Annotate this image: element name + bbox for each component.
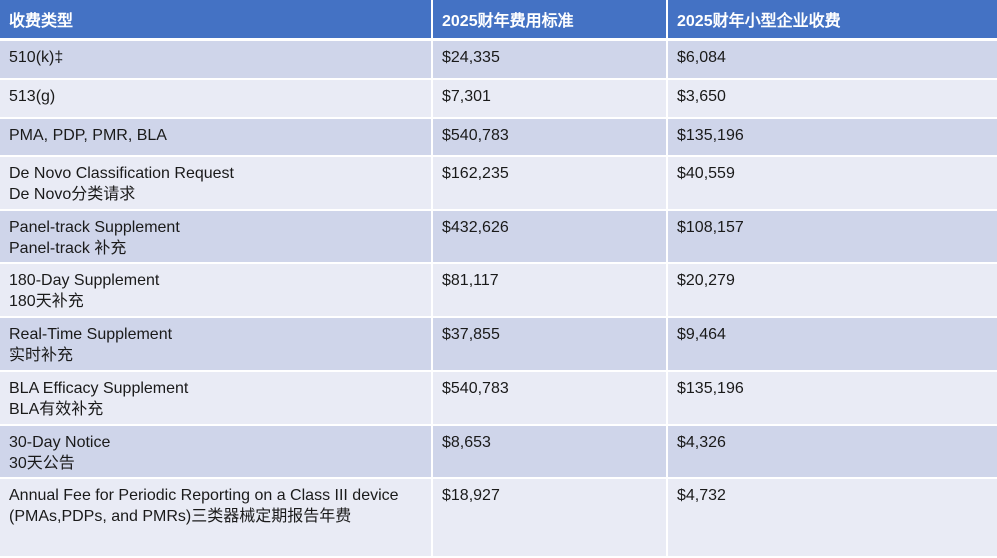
standard-fee-cell: $81,117 xyxy=(433,264,668,318)
small-business-fee-cell: $20,279 xyxy=(668,264,997,318)
header-standard-fee: 2025财年费用标准 xyxy=(433,0,668,41)
table-row: BLA Efficacy Supplement BLA有效补充 $540,783… xyxy=(0,372,997,426)
small-business-fee-cell: $6,084 xyxy=(668,41,997,80)
small-business-fee-cell: $40,559 xyxy=(668,157,997,211)
fee-type-en: Annual Fee for Periodic Reporting on a C… xyxy=(9,487,399,525)
fee-type-cn: 30天公告 xyxy=(9,455,75,472)
standard-fee-cell: $162,235 xyxy=(433,157,668,211)
fee-type-en: PMA, PDP, PMR, BLA xyxy=(9,127,167,144)
table-row: 510(k)‡ $24,335 $6,084 xyxy=(0,41,997,80)
fee-type-en: 180-Day Supplement xyxy=(9,272,160,289)
fee-type-cn: Panel-track 补充 xyxy=(9,240,127,257)
fee-type-cn: BLA有效补充 xyxy=(9,401,104,418)
fee-type-en: Real-Time Supplement xyxy=(9,326,173,343)
table-row: Annual Fee for Periodic Reporting on a C… xyxy=(0,479,997,558)
fee-type-cn: 180天补充 xyxy=(9,293,84,310)
table-row: Real-Time Supplement 实时补充 $37,855 $9,464 xyxy=(0,318,997,372)
fee-type-cell: Panel-track Supplement Panel-track 补充 xyxy=(0,211,433,264)
standard-fee-cell: $37,855 xyxy=(433,318,668,372)
table-row: De Novo Classification Request De Novo分类… xyxy=(0,157,997,211)
fee-type-cn: 实时补充 xyxy=(9,347,74,364)
fee-type-cell: 510(k)‡ xyxy=(0,41,433,80)
fee-type-en: BLA Efficacy Supplement xyxy=(9,380,189,397)
header-row: 收费类型 2025财年费用标准 2025财年小型企业收费 xyxy=(0,0,997,41)
fee-type-cn: De Novo分类请求 xyxy=(9,186,136,203)
fee-type-en: 30-Day Notice xyxy=(9,434,111,451)
fee-type-en: Panel-track Supplement xyxy=(9,219,180,236)
standard-fee-cell: $24,335 xyxy=(433,41,668,80)
small-business-fee-cell: $135,196 xyxy=(668,119,997,157)
standard-fee-cell: $8,653 xyxy=(433,426,668,479)
small-business-fee-cell: $135,196 xyxy=(668,372,997,426)
fee-type-cell: 30-Day Notice 30天公告 xyxy=(0,426,433,479)
small-business-fee-cell: $4,732 xyxy=(668,479,997,558)
table-row: 30-Day Notice 30天公告 $8,653 $4,326 xyxy=(0,426,997,479)
fee-type-cell: BLA Efficacy Supplement BLA有效补充 xyxy=(0,372,433,426)
standard-fee-cell: $540,783 xyxy=(433,119,668,157)
fee-type-en: De Novo Classification Request xyxy=(9,165,234,182)
fee-type-cell: Real-Time Supplement 实时补充 xyxy=(0,318,433,372)
fee-type-en: 510(k)‡ xyxy=(9,49,64,66)
header-small-business-fee: 2025财年小型企业收费 xyxy=(668,0,997,41)
fee-type-cell: De Novo Classification Request De Novo分类… xyxy=(0,157,433,211)
table-row: PMA, PDP, PMR, BLA $540,783 $135,196 xyxy=(0,119,997,157)
fee-type-cell: 513(g) xyxy=(0,80,433,119)
table-row: Panel-track Supplement Panel-track 补充 $4… xyxy=(0,211,997,264)
small-business-fee-cell: $108,157 xyxy=(668,211,997,264)
standard-fee-cell: $18,927 xyxy=(433,479,668,558)
standard-fee-cell: $540,783 xyxy=(433,372,668,426)
fee-type-cell: 180-Day Supplement 180天补充 xyxy=(0,264,433,318)
fee-type-en: 513(g) xyxy=(9,88,56,105)
standard-fee-cell: $432,626 xyxy=(433,211,668,264)
small-business-fee-cell: $4,326 xyxy=(668,426,997,479)
table-row: 180-Day Supplement 180天补充 $81,117 $20,27… xyxy=(0,264,997,318)
fee-type-cell: Annual Fee for Periodic Reporting on a C… xyxy=(0,479,433,558)
fee-type-cell: PMA, PDP, PMR, BLA xyxy=(0,119,433,157)
small-business-fee-cell: $3,650 xyxy=(668,80,997,119)
table-row: 513(g) $7,301 $3,650 xyxy=(0,80,997,119)
standard-fee-cell: $7,301 xyxy=(433,80,668,119)
header-fee-type: 收费类型 xyxy=(0,0,433,41)
small-business-fee-cell: $9,464 xyxy=(668,318,997,372)
